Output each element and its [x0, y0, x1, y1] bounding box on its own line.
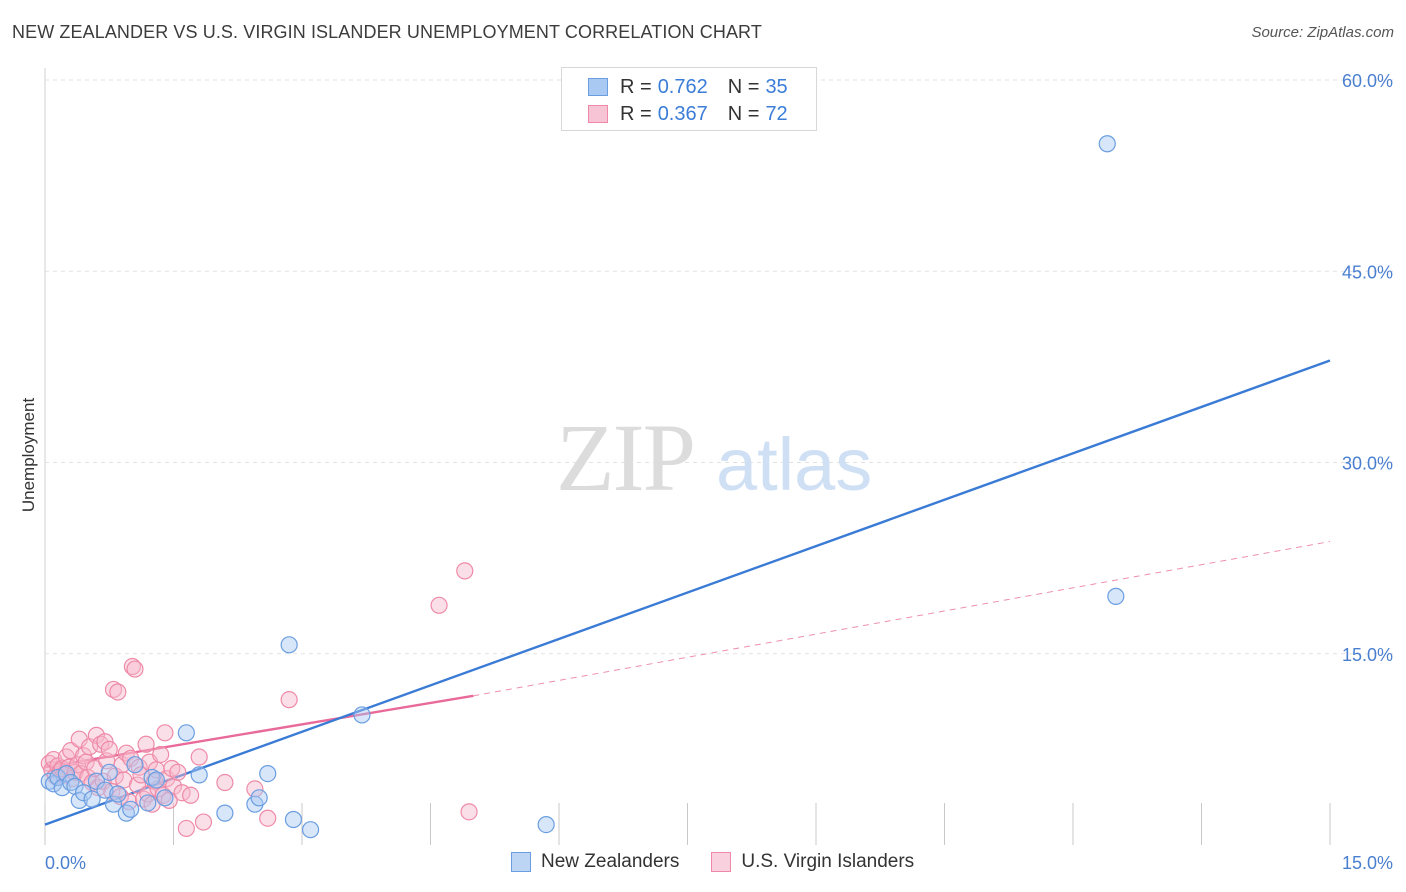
virgin-islanders-point: [216, 773, 234, 792]
virgin-islanders-point: [259, 809, 277, 827]
new-zealanders-point: [57, 764, 76, 783]
virgin-islanders-point: [156, 724, 174, 742]
watermark-atlas: atlas: [716, 423, 872, 506]
legend-swatch-new-zealanders: [511, 852, 531, 872]
watermark: ZIP atlas: [556, 404, 872, 511]
new-zealanders-point: [216, 804, 234, 822]
n-value: 72: [765, 102, 788, 125]
new-zealanders-point: [96, 781, 114, 799]
y-tick-label-45: 45.0%: [1342, 262, 1393, 282]
legend-item-virgin-islanders: U.S. Virgin Islanders: [711, 851, 914, 873]
virgin-islanders-point: [456, 562, 474, 580]
new-zealanders-point: [280, 636, 298, 654]
new-zealanders-point: [126, 756, 144, 774]
virgin-islanders-point: [152, 745, 170, 764]
new-zealanders-point: [104, 795, 123, 813]
swatch-virgin-islanders: [588, 105, 608, 123]
new-zealanders-point: [250, 789, 268, 807]
stats-legend-row-virgin-islanders: R = 0.367 N = 72: [588, 102, 788, 126]
virgin-islanders-point: [126, 660, 144, 678]
stats-legend: R = 0.762 N = 35 R = 0.367 N = 72: [561, 67, 817, 131]
virgin-islanders-point: [87, 726, 106, 744]
new-zealanders-point: [122, 800, 140, 818]
x-tick-label-min: 0.0%: [45, 853, 86, 873]
r-label: R =: [620, 102, 652, 125]
y-tick-label-60: 60.0%: [1342, 71, 1393, 91]
new-zealanders-point: [1107, 587, 1125, 605]
r-value: 0.762: [657, 75, 708, 98]
r-label: R =: [620, 75, 652, 98]
series-new-zealanders-points: [40, 135, 1125, 839]
new-zealanders-point: [53, 779, 71, 797]
watermark-zip: ZIP: [556, 404, 694, 511]
virgin-islanders-point: [190, 748, 208, 766]
new-zealanders-point: [1098, 135, 1116, 153]
new-zealanders-point: [109, 785, 127, 803]
new-zealanders-point: [537, 815, 555, 834]
new-zealanders-point: [74, 784, 93, 802]
stats-legend-row-new-zealanders: R = 0.762 N = 35: [588, 75, 788, 99]
new-zealanders-point: [139, 794, 157, 812]
trendlines: [44, 359, 1331, 826]
y-axis-tick-labels: 15.0% 30.0% 45.0% 60.0%: [1342, 71, 1393, 665]
new-zealanders-point: [353, 706, 371, 724]
n-label: N =: [727, 102, 760, 125]
virgin-islanders-point: [280, 691, 298, 709]
new-zealanders-point: [83, 790, 101, 808]
new-zealanders-point: [100, 763, 118, 781]
new-zealanders-point: [156, 789, 174, 807]
virgin-islanders-point: [164, 777, 183, 795]
virgin-islanders-point: [177, 819, 195, 838]
y-tick-label-30: 30.0%: [1342, 454, 1393, 474]
trendline-virgin-islanders: [44, 694, 474, 769]
virgin-islanders-point: [430, 596, 448, 614]
r-value: 0.367: [657, 102, 708, 125]
trendline-new-zealanders: [44, 359, 1331, 826]
virgin-islanders-point: [194, 813, 213, 831]
trendline-virgin-islanders-extension: [473, 541, 1331, 697]
virgin-islanders-point: [182, 786, 200, 804]
new-zealanders-point: [259, 764, 277, 783]
x-axis-ticks: [44, 803, 1331, 845]
new-zealanders-point: [147, 771, 165, 789]
new-zealanders-point: [177, 724, 195, 742]
y-axis-label: Unemployment: [19, 398, 38, 513]
legend-label-new-zealanders: New Zealanders: [541, 851, 680, 872]
new-zealanders-point: [66, 777, 84, 795]
virgin-islanders-point: [137, 735, 155, 753]
series-legend: New Zealanders U.S. Virgin Islanders: [511, 851, 946, 873]
virgin-islanders-point: [62, 742, 80, 760]
n-label: N =: [727, 75, 760, 98]
virgin-islanders-point: [100, 740, 118, 758]
x-tick-label-max: 15.0%: [1342, 853, 1393, 873]
new-zealanders-point: [301, 821, 320, 839]
source-credit: Source: ZipAtlas.com: [1251, 24, 1394, 41]
new-zealanders-point: [49, 768, 67, 787]
legend-label-virgin-islanders: U.S. Virgin Islanders: [741, 851, 915, 872]
virgin-islanders-point: [246, 780, 264, 798]
legend-item-new-zealanders: New Zealanders: [511, 851, 679, 873]
new-zealanders-point: [284, 810, 303, 829]
n-value: 35: [765, 75, 788, 98]
virgin-islanders-point: [123, 657, 141, 676]
virgin-islanders-point: [460, 803, 478, 821]
y-tick-label-15: 15.0%: [1342, 645, 1393, 665]
virgin-islanders-point: [169, 763, 187, 781]
new-zealanders-point: [87, 772, 106, 790]
new-zealanders-point: [190, 766, 208, 784]
virgin-islanders-point: [109, 683, 127, 701]
chart-title: NEW ZEALANDER VS U.S. VIRGIN ISLANDER UN…: [12, 22, 762, 42]
swatch-new-zealanders: [588, 78, 608, 96]
legend-swatch-virgin-islanders: [711, 852, 732, 872]
